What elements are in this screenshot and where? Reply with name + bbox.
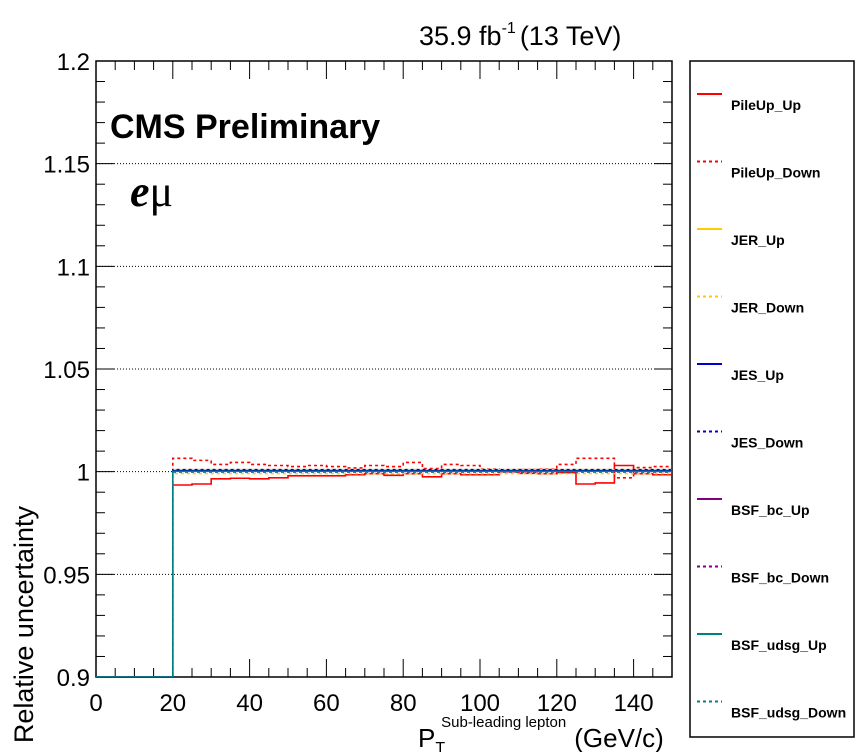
y-axis-title: Relative uncertainty <box>9 506 39 744</box>
y-tick-label: 1.05 <box>43 357 90 384</box>
x-tick-labels: 0 20 40 60 80 100 120 140 <box>89 690 653 717</box>
y-tick-label: 1.15 <box>43 152 90 179</box>
series-layer <box>96 457 672 677</box>
y-tick-label: 0.95 <box>43 562 90 589</box>
x-tick-label: 100 <box>460 690 500 717</box>
x-axis-title: PT Sub-leading lepton (GeV/c) <box>418 714 664 752</box>
series-line-bsf-udsg-up <box>96 470 672 677</box>
series-line-jes-up <box>96 469 672 677</box>
series-line-jer-up <box>96 468 672 677</box>
x-tick-label: 60 <box>313 690 340 717</box>
x-axis-title-main: P <box>418 723 435 752</box>
lumi-value: 35.9 fb <box>419 21 502 51</box>
legend-label: PileUp_Up <box>731 97 801 113</box>
y-tick-label: 1 <box>77 460 90 487</box>
channel-muon: μ <box>150 167 174 216</box>
legend-label: BSF_bc_Up <box>731 502 810 518</box>
legend-box <box>689 60 855 738</box>
x-tick-label: 20 <box>159 690 186 717</box>
legend-label: BSF_udsg_Up <box>731 637 827 653</box>
channel-label: eμ <box>130 167 173 216</box>
channel-electron: e <box>130 167 150 216</box>
legend: PileUp_Up PileUp_Down JER_Up JER_Down JES_Up… <box>697 93 846 721</box>
y-tick-label: 0.9 <box>57 665 90 692</box>
y-tick-labels: 0.9 0.95 1 1.05 1.1 1.15 1.2 <box>43 49 90 692</box>
x-axis-title-sup: Sub-leading lepton <box>441 714 566 731</box>
legend-label: JES_Down <box>731 435 803 451</box>
grid-lines <box>96 163 672 575</box>
x-tick-label: 120 <box>537 690 577 717</box>
legend-label: JES_Up <box>731 367 784 383</box>
axis-ticks <box>95 60 673 678</box>
legend-label: PileUp_Down <box>731 165 820 181</box>
x-axis-title-sub: T <box>435 740 445 752</box>
y-tick-label: 1.2 <box>57 49 90 76</box>
series-line-jer-down <box>96 473 672 677</box>
lumi-exponent: -1 <box>502 20 516 37</box>
series-line-bsf-udsg-down <box>96 471 672 677</box>
x-tick-label: 40 <box>236 690 263 717</box>
legend-label: BSF_bc_Down <box>731 570 829 586</box>
x-tick-label: 0 <box>89 690 102 717</box>
energy-value: (13 TeV) <box>520 21 622 51</box>
series-line-pileup-up <box>96 464 672 677</box>
y-tick-label: 1.1 <box>57 254 90 281</box>
legend-label: BSF_udsg_Down <box>731 705 846 721</box>
series-line-pileup-down <box>96 457 672 677</box>
legend-label: JER_Up <box>731 232 785 248</box>
legend-label: JER_Down <box>731 300 804 316</box>
x-tick-label: 80 <box>390 690 417 717</box>
cms-label: CMS Preliminary <box>110 108 380 146</box>
series-line-jes-down <box>96 468 672 677</box>
x-tick-label: 140 <box>614 690 654 717</box>
x-axis-title-unit: (GeV/c) <box>574 723 664 752</box>
lumi-label: 35.9 fb-1 (13 TeV) <box>419 20 621 51</box>
